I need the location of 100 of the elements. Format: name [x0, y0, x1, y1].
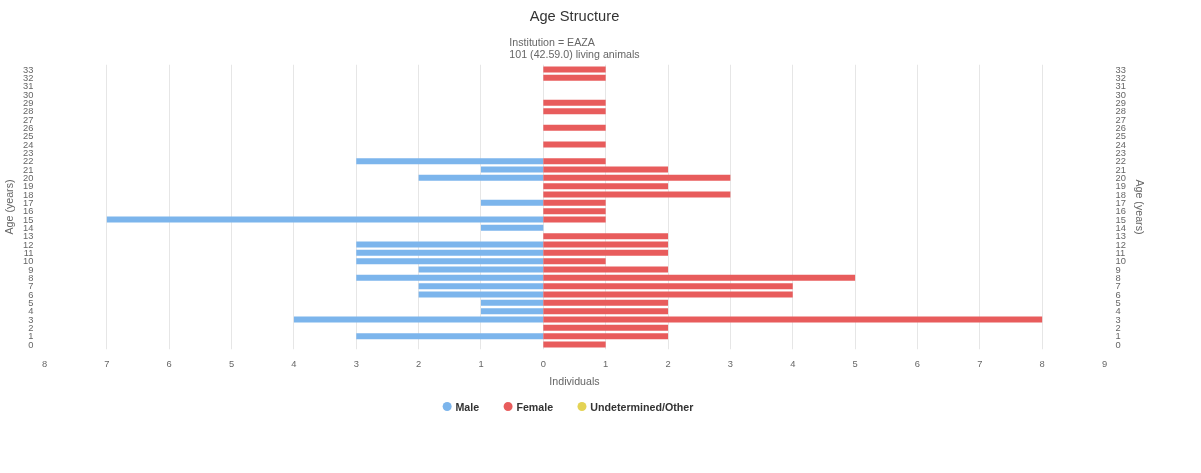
- category-label: 32: [1115, 314, 1121, 333]
- bar: [543, 258, 606, 265]
- category-label: 32: [1115, 72, 1126, 83]
- y-tick-label: 21: [23, 164, 34, 175]
- x-tick-label: 2: [665, 358, 671, 369]
- y-tick-label: 24: [23, 139, 34, 150]
- bar: [480, 166, 544, 173]
- category-label: 22: [1115, 156, 1126, 167]
- x-tick-label: 1: [603, 358, 609, 369]
- category-label: 7: [1115, 281, 1121, 292]
- x-tick-label: 6: [166, 358, 172, 369]
- bar: [543, 316, 1043, 323]
- bar: [356, 158, 544, 165]
- y-tick-label: 27: [23, 114, 34, 125]
- legend-label: Male: [455, 400, 480, 413]
- bar: [543, 216, 606, 223]
- bar: [293, 316, 544, 323]
- category-label: 28: [1115, 106, 1126, 117]
- x-tick-label: 2: [416, 358, 422, 369]
- y-axis-title: Age (years): [3, 179, 16, 235]
- category-label: 4: [1115, 306, 1121, 317]
- bar: [418, 266, 544, 273]
- bar: [418, 291, 544, 298]
- bar: [543, 74, 606, 81]
- bar: [543, 141, 606, 148]
- category-label: 10: [1115, 331, 1121, 350]
- category-label: 18: [1115, 189, 1126, 200]
- y-tick-label: 6: [28, 289, 34, 300]
- y-tick-label: 9: [28, 264, 34, 275]
- category-label: 17: [1115, 197, 1126, 208]
- bar: [543, 266, 669, 273]
- y-tick-label: 8: [28, 272, 34, 283]
- bar: [543, 99, 606, 106]
- y-tick-label: 13: [23, 231, 34, 242]
- y-tick-label: 26: [23, 122, 34, 133]
- x-tick-label: 4: [291, 358, 297, 369]
- category-label: 25: [1115, 131, 1126, 142]
- category-label: 27: [1115, 114, 1126, 125]
- y-tick-label: 33: [23, 64, 34, 75]
- bar: [543, 333, 669, 340]
- y-tick-label: 1: [28, 331, 34, 342]
- y-tick-label: 20: [23, 172, 34, 183]
- category-label: 9: [1115, 264, 1121, 275]
- y-tick-label: 11: [23, 247, 34, 258]
- bar: [480, 299, 544, 306]
- bar: [543, 308, 669, 315]
- bar: [543, 283, 793, 290]
- bar: [418, 174, 544, 181]
- x-tick-label: 3: [353, 358, 359, 369]
- category-label: 10: [1115, 256, 1126, 267]
- category-label: 16: [1115, 206, 1126, 217]
- y-tick-label: 14: [23, 222, 34, 233]
- category-label: 24: [1115, 139, 1126, 150]
- y-tick-label: 15: [23, 214, 34, 225]
- x-tick-label: 9: [1101, 358, 1108, 369]
- y-tick-label: 3: [28, 314, 34, 325]
- x-tick-label: 7: [104, 358, 110, 369]
- category-label: 6: [1115, 289, 1121, 300]
- bar: [543, 241, 669, 248]
- y-tick-label: 30: [23, 89, 34, 100]
- bar: [543, 274, 856, 281]
- bar: [480, 199, 544, 206]
- category-label: 13: [1115, 231, 1126, 242]
- category-label: 11: [1115, 247, 1126, 258]
- category-label: 12: [1115, 239, 1126, 250]
- category-label: 29: [1115, 97, 1126, 108]
- y-tick-label: 18: [23, 189, 34, 200]
- category-label: 20: [1115, 172, 1126, 183]
- y-tick-label: 17: [23, 197, 34, 208]
- bar: [543, 174, 731, 181]
- bar: [543, 158, 606, 165]
- bar: [356, 274, 544, 281]
- y-tick-label: 2: [28, 322, 34, 333]
- category-label: 15: [1115, 214, 1126, 225]
- category-label: 30: [1115, 89, 1126, 100]
- x-axis-title: Individuals: [549, 374, 600, 387]
- x-tick-label: 5: [852, 358, 858, 369]
- category-label: 33: [1115, 64, 1126, 75]
- legend-label: Undetermined/Other: [590, 400, 694, 413]
- x-tick-label: 7: [977, 358, 983, 369]
- y-tick-label: 12: [23, 239, 34, 250]
- y-tick-label: 4: [28, 306, 34, 317]
- x-tick-label: 4: [790, 358, 796, 369]
- bar: [356, 333, 544, 340]
- bar: [543, 324, 669, 331]
- chart-subtitle: Institution = EAZA 101 (42.59.0) living animals: [509, 35, 640, 60]
- category-label: 14: [1115, 222, 1126, 233]
- y-tick-label: 22: [23, 156, 34, 167]
- x-tick-label: 8: [41, 358, 48, 369]
- bar: [418, 283, 544, 290]
- y-tick-label: 7: [28, 281, 34, 292]
- category-label: 19: [1115, 181, 1126, 192]
- category-label: 26: [1115, 122, 1126, 133]
- category-label: 31: [1115, 81, 1126, 92]
- bar: [543, 208, 606, 215]
- bar: [543, 291, 793, 298]
- bar: [543, 108, 606, 115]
- x-tick-label: 6: [914, 358, 921, 369]
- bar: [543, 341, 606, 348]
- bar: [543, 166, 669, 173]
